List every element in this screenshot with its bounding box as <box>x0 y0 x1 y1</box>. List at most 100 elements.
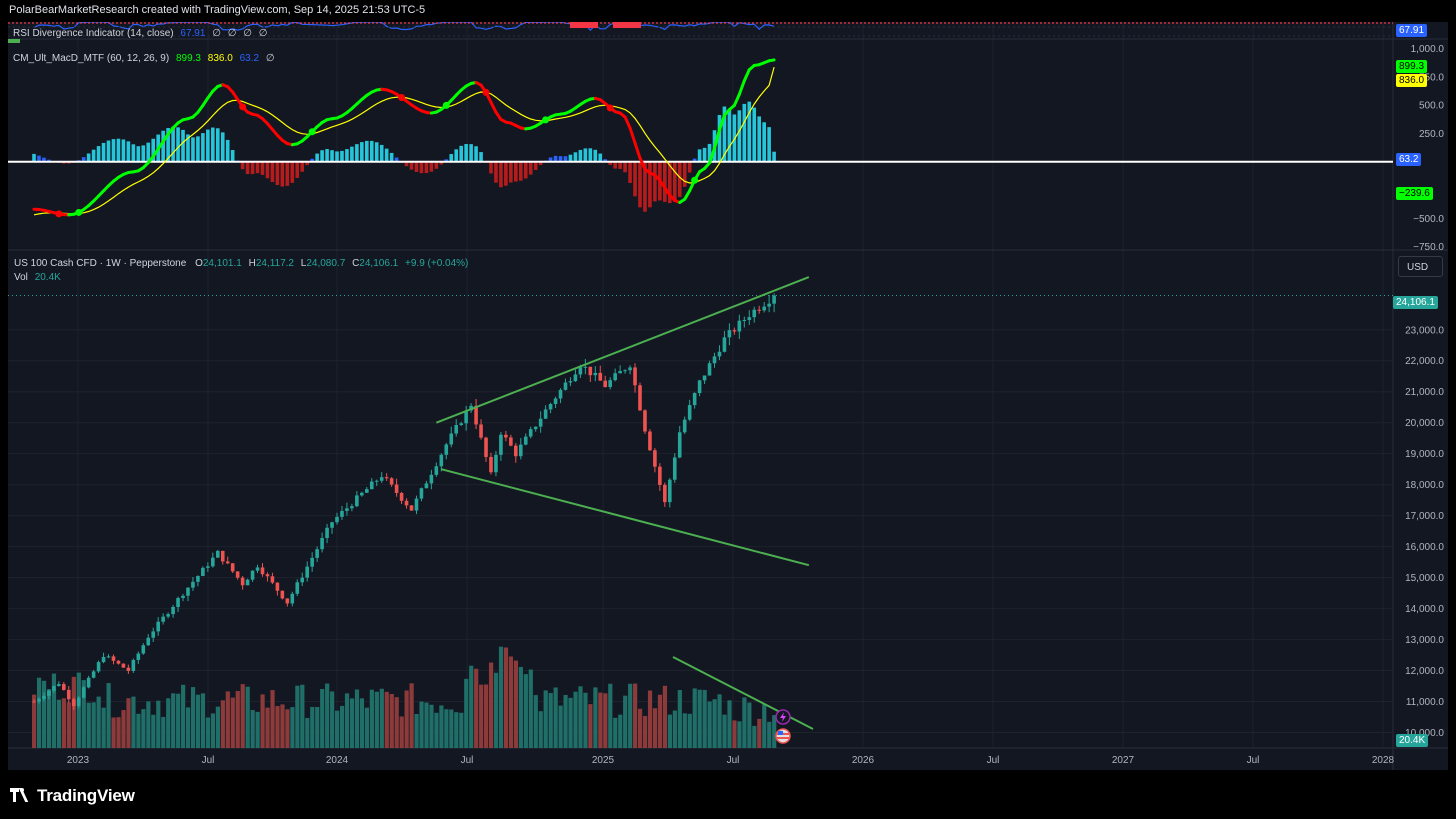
volume-bar <box>205 717 211 748</box>
macd-legend-hist: 63.2 <box>239 53 260 64</box>
candle-body <box>742 319 747 321</box>
candle-body <box>280 590 285 599</box>
candle-body <box>151 631 156 638</box>
macd-histogram-bar <box>176 127 180 162</box>
volume-bar <box>310 706 315 748</box>
volume-bar <box>727 700 732 748</box>
macd-histogram-bar <box>538 161 543 166</box>
candle-body <box>101 657 106 663</box>
volume-bar <box>255 711 260 748</box>
volume-bar <box>662 685 668 748</box>
volume-bar <box>280 704 285 748</box>
volume-bar <box>404 690 409 748</box>
macd-histogram-bar <box>47 159 51 162</box>
x-axis-label: 2027 <box>1112 755 1135 766</box>
volume-bar <box>459 712 464 748</box>
volume-legend[interactable]: Vol 20.4K <box>14 272 61 283</box>
rsi-value-tag: 67.91 <box>1396 24 1428 37</box>
macd-line-segment <box>713 128 721 150</box>
x-axis-label: Jul <box>202 755 215 766</box>
volume-bar <box>61 698 67 748</box>
candle-body <box>66 689 71 700</box>
price-axis-tick: 15,000.0 <box>1405 573 1444 584</box>
candle-body <box>81 687 86 698</box>
macd-line-segment <box>737 79 746 96</box>
rsi-line <box>33 22 775 32</box>
tradingview-logo[interactable]: TradingView <box>10 786 135 806</box>
candle-body <box>638 385 642 411</box>
currency-button[interactable]: USD <box>1398 256 1443 277</box>
macd-histogram-bar <box>449 154 454 162</box>
macd-histogram-bar <box>697 149 702 162</box>
chart-frame[interactable]: Bear 2023 Jul 2024 Jul 2025 Jul 2026 Jul 2027 Jul… <box>8 22 1448 770</box>
volume-bar <box>46 689 52 748</box>
macd-histogram-bar <box>628 161 632 183</box>
macd-histogram-bar <box>474 146 478 162</box>
candle-body <box>220 550 225 562</box>
volume-bar <box>91 702 96 748</box>
volume-bar <box>692 688 697 748</box>
candle-body <box>330 522 334 528</box>
tradingview-logo-text: TradingView <box>37 786 135 805</box>
macd-histogram-bar <box>136 146 141 162</box>
price-legend[interactable]: US 100 Cash CFD · 1W · Pepperstone O24,1… <box>14 258 468 269</box>
volume-bar <box>588 704 593 748</box>
candle-body <box>365 489 369 493</box>
candle-body <box>215 550 220 558</box>
macd-histogram-bar <box>201 133 205 162</box>
macd-histogram-bar <box>469 144 473 162</box>
volume-bar <box>230 697 235 748</box>
candle-body <box>206 566 210 568</box>
candle-body <box>310 557 314 567</box>
volume-bar <box>369 689 374 748</box>
macd-histogram-bar <box>454 149 459 162</box>
macd-legend-extra: ∅ <box>265 53 275 64</box>
volume-bar <box>190 687 196 748</box>
candle-body <box>111 656 116 661</box>
price-axis-tick: 12,000.0 <box>1405 666 1444 677</box>
rsi-bear-label <box>570 22 598 28</box>
candle-body <box>171 606 175 615</box>
trendline[interactable] <box>435 276 810 424</box>
candle-body <box>648 431 652 451</box>
volume-bar <box>493 672 499 748</box>
macd-histogram-bar <box>275 161 280 186</box>
macd-histogram-bar <box>146 142 151 162</box>
volume-bar <box>121 710 126 748</box>
volume-bar <box>687 713 692 748</box>
macd-axis-tick: 1,000.0 <box>1411 44 1445 55</box>
volume-bar <box>737 721 742 748</box>
macd-histogram-bar <box>171 126 175 162</box>
x-axis-label: Jul <box>987 755 1000 766</box>
candle-body <box>722 337 727 352</box>
rsi-legend[interactable]: RSI Divergence Indicator (14, close) 67.… <box>13 28 267 39</box>
rsi-legend-extra-4: ∅ <box>258 28 268 39</box>
price-axis-tick: 22,000.0 <box>1405 356 1444 367</box>
candle-body <box>767 303 771 307</box>
macd-line-segment <box>767 58 776 63</box>
candle-body <box>230 563 235 572</box>
chart-canvas[interactable]: Bear 2023 Jul 2024 Jul 2025 Jul 2026 Jul 2027 Jul… <box>8 22 1448 770</box>
macd-histogram-bar <box>687 161 692 173</box>
candle-body <box>355 495 359 507</box>
candle-body <box>290 593 295 604</box>
macd-histogram-bar <box>663 161 667 202</box>
macd-histogram-bar <box>653 161 657 202</box>
macd-histogram-bar <box>439 161 444 165</box>
macd-histogram-bar <box>593 149 598 162</box>
trendline[interactable] <box>441 468 810 567</box>
macd-legend[interactable]: CM_Ult_MacD_MTF (60, 12, 26, 9) 899.3 83… <box>13 53 275 64</box>
macd-histogram-bar <box>225 139 230 162</box>
macd-cross-dot <box>691 176 699 184</box>
candle-body <box>300 577 305 583</box>
volume-bar <box>250 709 255 748</box>
macd-histogram-bar <box>37 155 41 162</box>
candle-body <box>47 690 51 696</box>
volume-bar <box>637 708 643 748</box>
macd-legend-macd: 899.3 <box>175 53 201 64</box>
macd-line-segment <box>717 113 726 132</box>
macd-histogram-bar <box>389 152 394 162</box>
macd-legend-label: CM_Ult_MacD_MTF (60, 12, 26, 9) <box>13 53 170 64</box>
macd-line-segment <box>742 68 751 83</box>
candle-body <box>52 685 56 691</box>
